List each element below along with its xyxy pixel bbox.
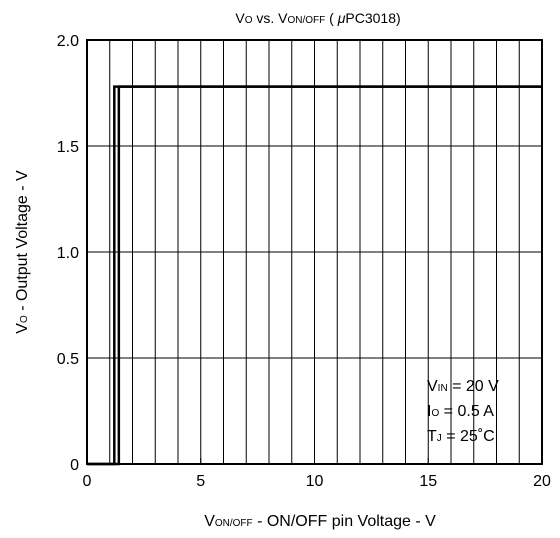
y-label-part: V bbox=[14, 323, 31, 334]
x-tick-label: 5 bbox=[196, 473, 205, 490]
line-series bbox=[87, 85, 542, 466]
y-tick-label: 1.5 bbox=[57, 139, 79, 156]
title-part: ON/OFF bbox=[287, 15, 325, 26]
plot-frame bbox=[86, 39, 543, 465]
title-part: O bbox=[245, 15, 253, 26]
y-tick-label: 2.0 bbox=[57, 33, 79, 50]
annotation: IO = 0.5 A bbox=[427, 403, 494, 420]
title-part: ( bbox=[325, 10, 337, 26]
y-tick-label: 1.0 bbox=[57, 245, 79, 262]
x-tick-label: 20 bbox=[533, 473, 551, 490]
annotation-part: = 0.5 A bbox=[439, 403, 494, 420]
y-axis-label: VO - Output Voltage - V bbox=[14, 170, 31, 334]
annotation-part: IN bbox=[438, 383, 448, 394]
annotation-part: T bbox=[427, 428, 437, 445]
x-tick-label: 0 bbox=[83, 473, 92, 490]
annotation-part: I bbox=[427, 403, 431, 420]
annotation-part: J bbox=[437, 433, 442, 444]
x-tick-label: 15 bbox=[419, 473, 437, 490]
x-label-part: V bbox=[204, 513, 215, 530]
annotation-part: O bbox=[431, 408, 439, 419]
y-label-part: O bbox=[19, 315, 30, 323]
y-tick-label: 0.5 bbox=[57, 351, 79, 368]
annotation: TJ = 25˚C bbox=[427, 428, 495, 445]
title-part: PC3018) bbox=[345, 10, 400, 26]
x-label-part: - ON/OFF pin Voltage - V bbox=[253, 513, 437, 530]
title-part: V bbox=[235, 10, 245, 26]
title-part: vs. V bbox=[252, 10, 288, 26]
annotation-part: = 25˚C bbox=[442, 428, 495, 445]
chart-title: VO vs. VON/OFF ( μPC3018) bbox=[235, 10, 400, 26]
annotation-part: V bbox=[427, 378, 438, 395]
title-part: μ bbox=[337, 10, 346, 26]
y-tick-label: 0 bbox=[70, 457, 79, 474]
y-label-part: - Output Voltage - V bbox=[14, 170, 31, 315]
x-axis-label: VON/OFF - ON/OFF pin Voltage - V bbox=[204, 513, 436, 530]
annotation: VIN = 20 V bbox=[427, 378, 499, 395]
x-label-part: ON/OFF bbox=[215, 518, 253, 529]
annotation-part: = 20 V bbox=[448, 378, 499, 395]
x-tick-label: 10 bbox=[306, 473, 324, 490]
